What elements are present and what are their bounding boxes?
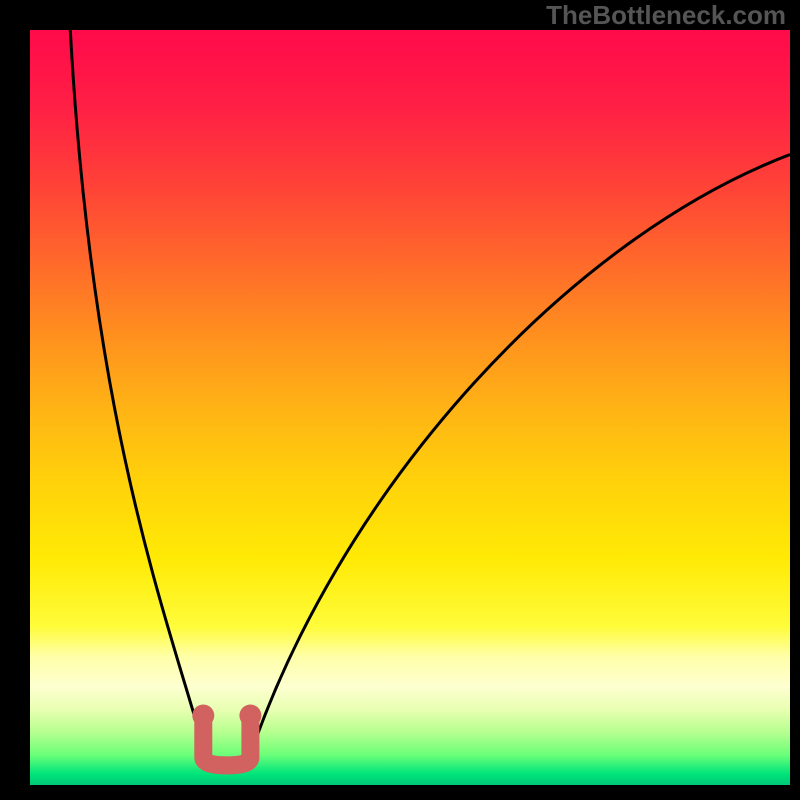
chart-svg [30,30,790,785]
chart-plot-area [30,30,790,785]
watermark-text: TheBottleneck.com [546,0,786,31]
dip-marker-endcap [192,705,214,727]
chart-background [30,30,790,785]
dip-marker-endcap [239,705,261,727]
